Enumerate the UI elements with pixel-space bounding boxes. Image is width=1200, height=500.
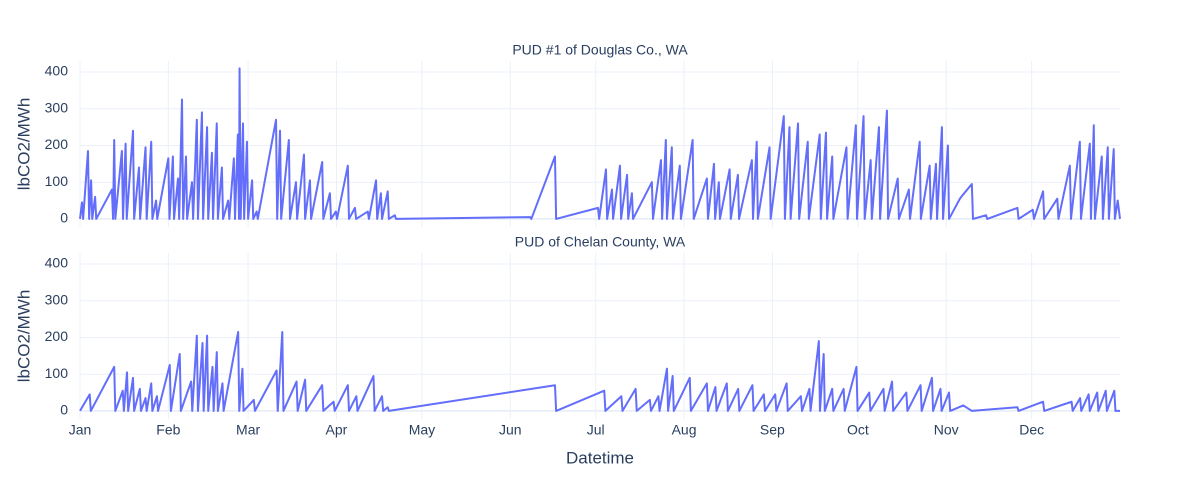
x-tick-label: Nov <box>934 422 959 438</box>
x-tick-label: Feb <box>156 422 180 438</box>
y-axis-title: lbCO2/MWh <box>14 290 33 383</box>
y-tick-label: 200 <box>45 328 69 344</box>
x-tick-label: Jan <box>69 422 92 438</box>
x-tick-label: May <box>409 422 435 438</box>
y-tick-label: 400 <box>45 255 69 271</box>
x-tick-label: Jun <box>499 422 522 438</box>
x-tick-label: Aug <box>672 422 697 438</box>
y-tick-label: 100 <box>45 365 69 381</box>
x-tick-label: Dec <box>1019 422 1044 438</box>
x-axis-title: Datetime <box>566 448 634 467</box>
y-tick-label: 0 <box>60 210 68 226</box>
series-line <box>79 330 1120 412</box>
x-tick-label: Mar <box>236 422 260 438</box>
y-tick-label: 400 <box>45 63 69 79</box>
x-tick-label: Jul <box>587 422 605 438</box>
x-tick-label: Apr <box>326 422 348 438</box>
subplot-title: PUD of Chelan County, WA <box>515 234 686 250</box>
y-tick-label: 300 <box>45 99 69 115</box>
y-tick-label: 200 <box>45 136 69 152</box>
y-tick-label: 0 <box>60 402 68 418</box>
x-tick-label: Sep <box>760 422 785 438</box>
series-line <box>79 67 1121 220</box>
y-tick-label: 100 <box>45 173 69 189</box>
y-tick-label: 300 <box>45 291 69 307</box>
x-tick-label: Oct <box>847 422 869 438</box>
y-axis-title: lbCO2/MWh <box>14 98 33 191</box>
subplot-title: PUD #1 of Douglas Co., WA <box>512 42 688 58</box>
